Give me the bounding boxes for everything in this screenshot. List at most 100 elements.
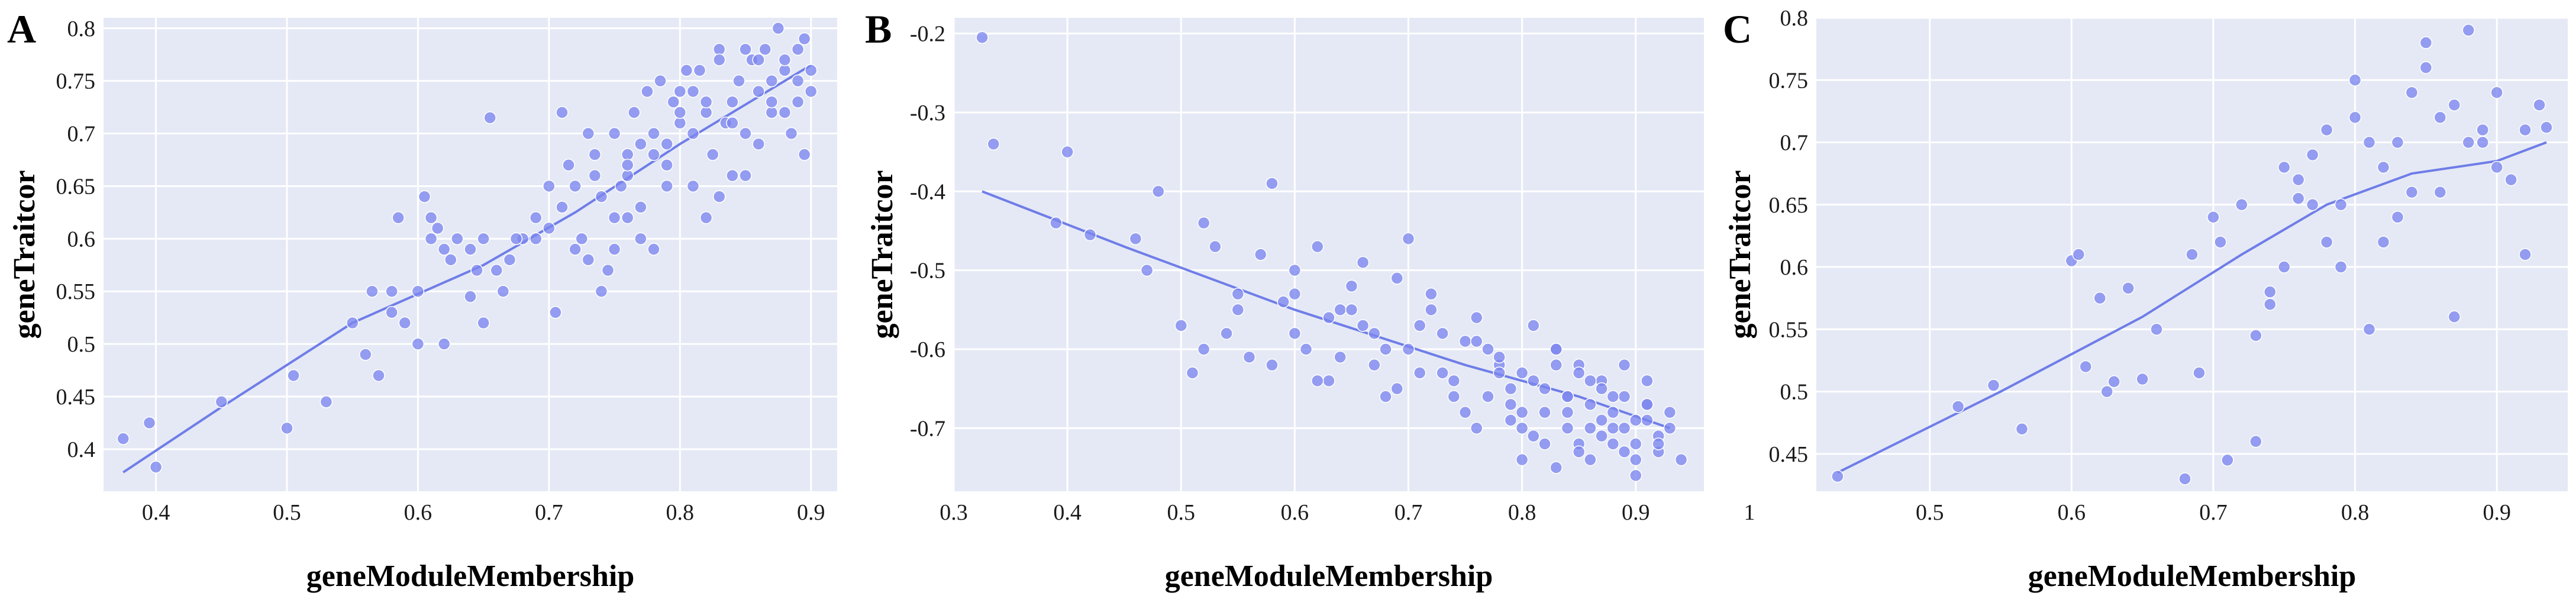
data-point — [1311, 374, 1324, 388]
data-point — [595, 190, 608, 203]
x-tick-label: 0.6 — [1281, 500, 1309, 525]
data-point — [686, 179, 700, 193]
data-point — [1618, 421, 1631, 435]
data-point — [726, 95, 739, 108]
data-point — [1538, 382, 1551, 395]
x-tick-label: 0.5 — [1167, 500, 1195, 525]
data-point — [1641, 414, 1654, 427]
data-point — [346, 316, 359, 330]
data-point — [2533, 98, 2546, 112]
data-point — [2320, 236, 2333, 249]
data-point — [673, 85, 687, 98]
data-point — [117, 432, 130, 445]
data-point — [543, 179, 556, 193]
data-point — [1390, 382, 1404, 395]
data-point — [1606, 390, 1620, 403]
data-point — [752, 85, 765, 98]
data-point — [1527, 374, 1540, 388]
data-point — [614, 179, 628, 193]
data-point — [1550, 343, 1563, 356]
data-point — [693, 64, 706, 77]
data-point — [2214, 236, 2227, 249]
y-tick-label: 0.8 — [1780, 6, 1809, 31]
data-point — [1266, 358, 1279, 372]
data-point — [582, 127, 595, 140]
data-point — [2348, 111, 2362, 124]
data-point — [411, 285, 425, 298]
data-point — [2072, 248, 2086, 261]
data-point — [798, 148, 811, 161]
data-point — [765, 74, 779, 88]
data-point — [1951, 400, 1965, 413]
data-point — [791, 43, 805, 56]
panel-label: B — [865, 7, 892, 51]
data-point — [706, 148, 719, 161]
data-point — [1379, 343, 1392, 356]
x-tick-label: 0.7 — [535, 500, 563, 525]
data-point — [215, 395, 228, 408]
data-point — [1368, 327, 1381, 340]
data-point — [470, 263, 483, 277]
data-point — [1447, 390, 1461, 403]
data-point — [1197, 216, 1210, 230]
data-point — [1425, 303, 1438, 317]
data-point — [556, 106, 569, 119]
data-point — [660, 137, 673, 151]
data-point — [2540, 121, 2553, 134]
data-point — [569, 243, 582, 256]
y-tick-label: 0.45 — [56, 385, 96, 410]
data-point — [987, 137, 1000, 151]
data-point — [2221, 453, 2234, 467]
data-point — [621, 148, 634, 161]
data-point — [2306, 148, 2319, 162]
x-tick-label: 0.6 — [404, 500, 432, 525]
data-point — [667, 95, 680, 108]
data-point — [2519, 248, 2532, 261]
data-point — [477, 232, 490, 246]
data-point — [647, 148, 660, 161]
data-point — [2419, 61, 2433, 74]
data-point — [1379, 390, 1392, 403]
data-point — [641, 85, 654, 98]
data-point — [1481, 390, 1494, 403]
x-tick-label: 0.6 — [2058, 500, 2086, 525]
data-point — [673, 106, 687, 119]
data-point — [1402, 232, 1415, 246]
x-tick-label: 1 — [1744, 500, 1755, 525]
data-point — [2348, 73, 2362, 87]
data-point — [1561, 421, 1574, 435]
data-point — [732, 74, 745, 88]
data-point — [2391, 211, 2404, 224]
data-point — [1197, 343, 1210, 356]
data-point — [2362, 136, 2376, 149]
data-point — [2193, 366, 2206, 379]
data-point — [418, 190, 431, 203]
data-point — [778, 64, 792, 77]
data-point — [2150, 323, 2163, 336]
data-point — [2122, 282, 2135, 295]
data-point — [1606, 437, 1620, 450]
data-point — [2519, 123, 2532, 137]
data-point — [1436, 366, 1449, 379]
data-point — [1504, 398, 1518, 411]
data-point — [1266, 177, 1279, 190]
y-tick-label: 0.5 — [1780, 380, 1809, 405]
y-axis-label: geneTraitcor — [8, 170, 41, 339]
data-point — [2334, 260, 2348, 273]
data-point — [1254, 248, 1267, 261]
data-point — [712, 190, 726, 203]
data-point — [1641, 374, 1654, 388]
y-tick-label: 0.7 — [1780, 131, 1809, 156]
data-point — [1618, 445, 1631, 459]
data-point — [464, 243, 477, 256]
data-point — [791, 95, 805, 108]
data-point — [2107, 375, 2120, 388]
data-point — [503, 253, 517, 266]
data-point — [1629, 437, 1642, 450]
data-point — [2264, 285, 2277, 298]
data-point — [1629, 469, 1642, 482]
data-point — [464, 290, 477, 303]
plot-area — [954, 18, 1704, 491]
data-point — [1504, 414, 1518, 427]
data-point — [549, 306, 562, 319]
